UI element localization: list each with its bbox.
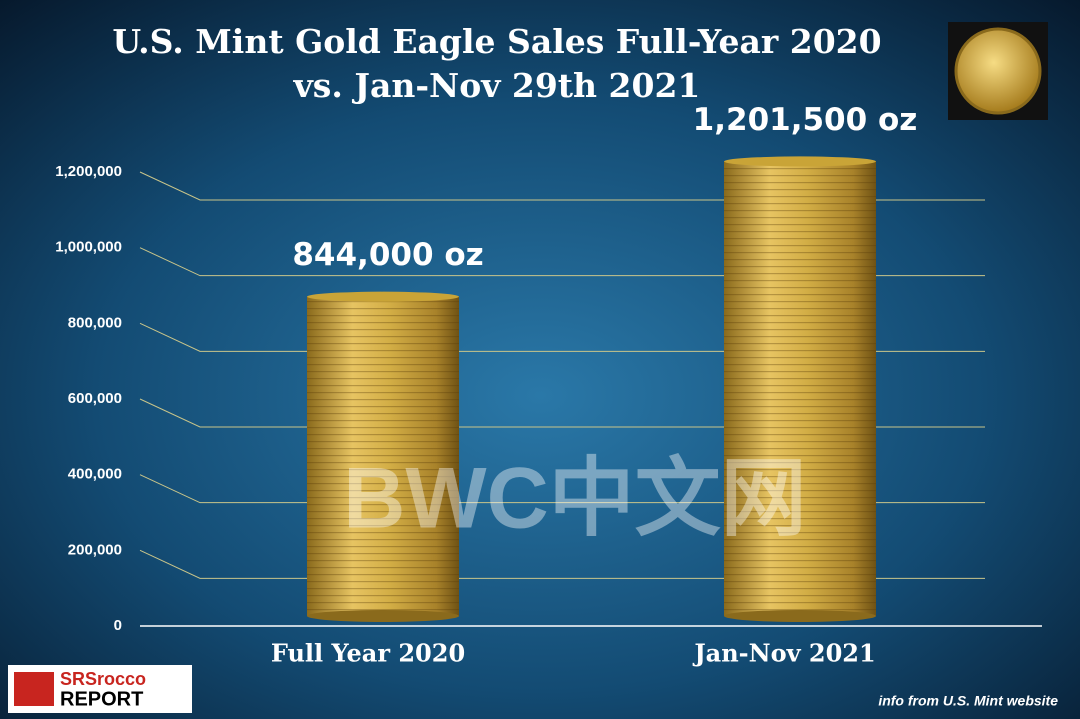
y-tick-label: 200,000: [68, 541, 122, 558]
logo: SRSrocco REPORT: [8, 665, 192, 713]
value-label: 844,000 oz: [292, 237, 483, 273]
x-tick-label: Full Year 2020: [271, 639, 465, 668]
y-tick-label: 0: [114, 617, 122, 634]
grid-line: [139, 171, 985, 201]
logo-text: REPORT: [60, 688, 143, 710]
source: info from U.S. Mint website: [878, 693, 1058, 709]
value-label: 1,201,500 oz: [693, 102, 918, 138]
coin-logo: [948, 22, 1048, 120]
y-tick-label: 600,000: [68, 390, 122, 407]
grid-line: [139, 549, 985, 579]
bar-top: [307, 291, 459, 302]
grid-line: [139, 322, 985, 352]
bar-texture: [307, 296, 459, 616]
bar-base: [307, 610, 459, 622]
chart-title: U.S. Mint Gold Eagle Sales Full-Year 202…: [112, 22, 881, 61]
y-tick-label: 1,000,000: [55, 239, 122, 256]
chart-title: vs. Jan-Nov 29th 2021: [293, 66, 701, 105]
grid-line: [139, 247, 985, 277]
watermark: BWC中文网: [343, 451, 806, 547]
bar-texture: [724, 161, 876, 616]
y-tick-label: 1,200,000: [55, 163, 122, 180]
grid-line: [139, 474, 985, 504]
y-tick-label: 800,000: [68, 314, 122, 331]
grid-line: [139, 398, 985, 428]
x-tick-label: Jan-Nov 2021: [692, 639, 875, 668]
y-tick-label: 400,000: [68, 466, 122, 483]
bar-base: [724, 610, 876, 622]
bar-top: [724, 156, 876, 167]
logo-text: SRSrocco: [60, 669, 146, 689]
